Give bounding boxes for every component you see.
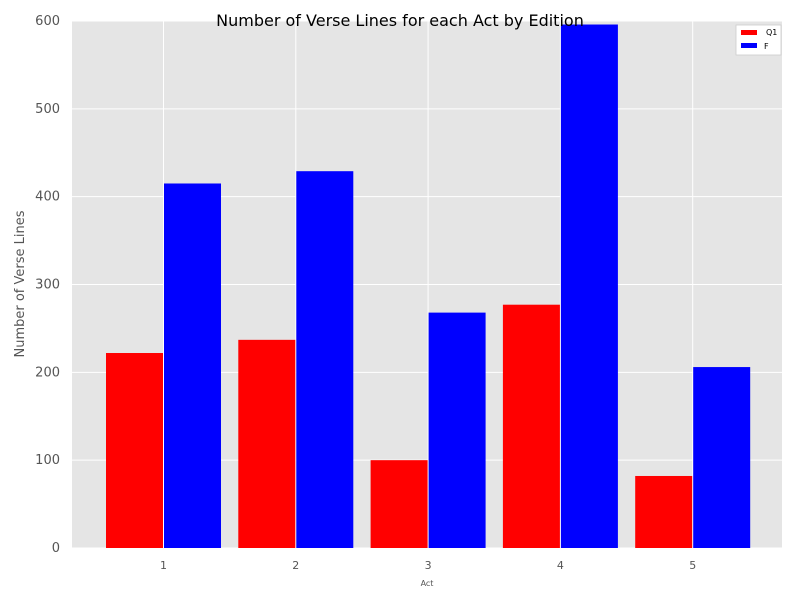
y-tick-label: 400 <box>35 190 60 205</box>
x-axis-label: Act <box>421 579 434 588</box>
bars <box>106 24 751 549</box>
x-tick-label: 4 <box>557 559 564 572</box>
x-tick-labels: 1 2 3 4 5 <box>160 559 696 572</box>
bar-q1-act-3 <box>370 460 428 548</box>
x-tick-label: 5 <box>689 559 696 572</box>
legend-swatch-f <box>741 43 757 48</box>
bar-q1-act-1 <box>106 353 163 548</box>
legend-swatch-q1 <box>741 30 757 35</box>
bar-q1-act-4 <box>502 304 560 548</box>
y-tick-label: 100 <box>35 453 60 468</box>
x-tick-label: 1 <box>160 559 167 572</box>
bar-q1-act-2 <box>238 339 296 548</box>
legend: Q1 F <box>735 24 782 56</box>
bar-f-act-3 <box>428 312 486 548</box>
legend-label-q1: Q1 <box>766 28 777 37</box>
legend-label-f: F <box>764 42 769 51</box>
y-tick-label: 0 <box>52 541 60 556</box>
bar-q1-act-5 <box>635 475 693 548</box>
y-tick-label: 300 <box>35 278 60 293</box>
y-tick-label: 600 <box>35 14 60 29</box>
bar-f-act-1 <box>164 183 221 548</box>
y-tick-label: 200 <box>35 365 60 380</box>
x-tick-label: 3 <box>425 559 432 572</box>
bar-f-act-5 <box>693 367 751 548</box>
chart-title: Number of Verse Lines for each Act by Ed… <box>216 11 584 30</box>
y-axis-label: Number of Verse Lines <box>13 210 28 357</box>
y-tick-label: 500 <box>35 102 60 117</box>
y-tick-labels: 0 100 200 300 400 500 600 <box>35 14 60 556</box>
bar-f-act-4 <box>560 24 618 549</box>
x-tick-label: 2 <box>292 559 299 572</box>
bar-f-act-2 <box>296 171 354 548</box>
